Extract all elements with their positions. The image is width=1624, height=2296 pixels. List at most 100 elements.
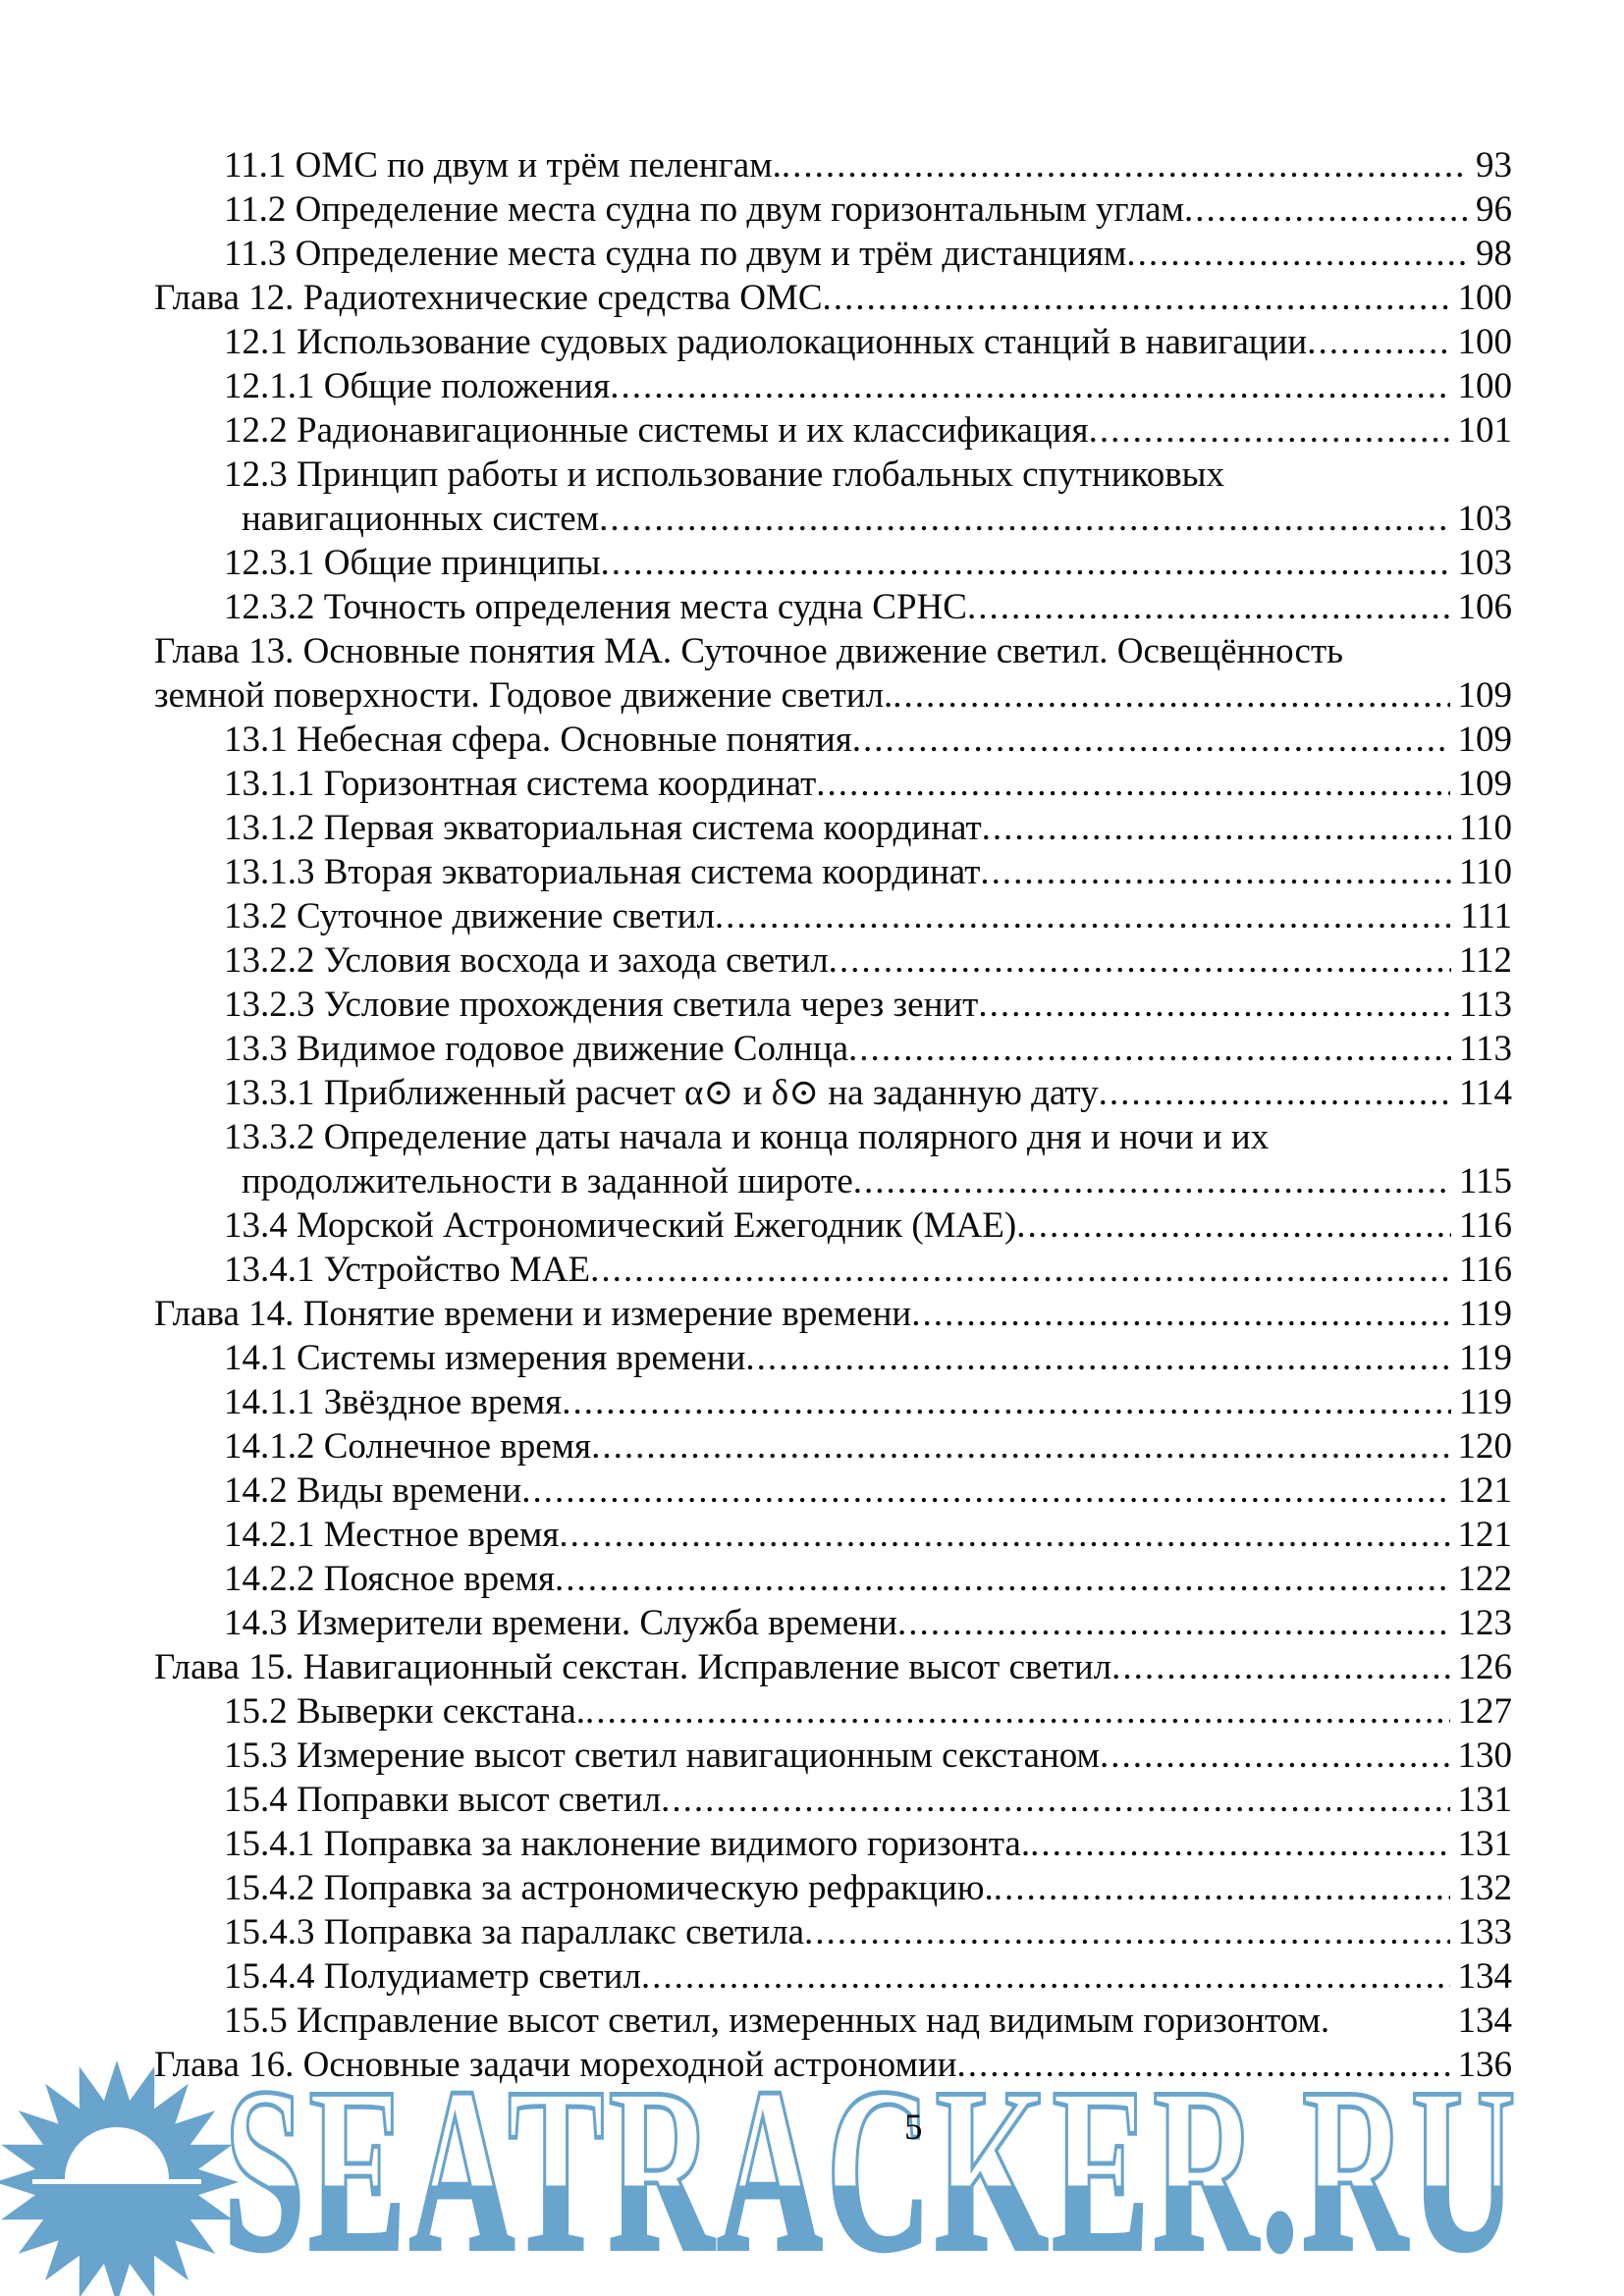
toc-entry-text: Глава 12. Радиотехнические средства ОМС <box>154 278 823 318</box>
toc-page-number: 136 <box>1457 2045 1513 2085</box>
toc-entry-text: 15.4.4 Полудиаметр светил <box>224 1956 641 1997</box>
toc-entry-text: 13.3.2 Определение даты начала и конца п… <box>224 1117 1270 1157</box>
toc-page-number: 109 <box>1457 675 1513 716</box>
toc-entry-text: 13.2.3 Условие прохождения светила через… <box>224 985 979 1025</box>
toc-page-number: 109 <box>1457 764 1513 804</box>
toc-row: 13.4 Морской Астрономический Ежегодник (… <box>224 1203 1512 1248</box>
dot-leader <box>829 938 1451 983</box>
dot-leader <box>848 1027 1451 1071</box>
dot-leader <box>994 1866 1450 1910</box>
toc-entry-text: 13.1 Небесная сфера. Основные понятия <box>224 720 852 760</box>
toc-entry-text: 15.2 Выверки секстана. <box>224 1691 586 1732</box>
toc-entry-text: 12.1.1 Общие положения <box>224 366 611 406</box>
toc-entry-text: навигационных систем <box>242 499 600 539</box>
toc-page-number: 116 <box>1458 1250 1512 1290</box>
toc-page-number: 101 <box>1457 410 1513 451</box>
toc-page-number: 133 <box>1457 1912 1513 1952</box>
toc-row: 14.2.1 Местное время 121 <box>224 1513 1512 1557</box>
dot-leader <box>1307 320 1449 364</box>
toc-page-number: 114 <box>1458 1073 1512 1113</box>
toc-row: 14.1.1 Звёздное время 119 <box>224 1380 1512 1424</box>
toc-entry-text: 14.2 Виды времени <box>224 1470 522 1511</box>
toc-page-number: 113 <box>1458 1029 1512 1069</box>
dot-leader <box>590 1248 1451 1292</box>
toc-entry-text: продолжительности в заданной широте <box>242 1161 853 1201</box>
toc-entry-text: Глава 13. Основные понятия МА. Суточное … <box>154 631 1344 671</box>
dot-leader <box>641 1954 1450 1999</box>
toc-page-number: 122 <box>1457 1559 1513 1599</box>
toc-row: Глава 13. Основные понятия МА. Суточное … <box>154 629 1512 673</box>
dot-leader <box>782 143 1468 187</box>
toc-entry-text: 14.1 Системы измерения времени <box>224 1338 746 1378</box>
toc-page-number: 131 <box>1457 1780 1513 1820</box>
toc-row: 14.1.2 Солнечное время 120 <box>224 1424 1512 1468</box>
toc-entry-text: 14.3 Измерители времени. Служба времени <box>224 1603 897 1643</box>
toc-entry-text: 13.1.3 Вторая экваториальная система коо… <box>224 852 981 892</box>
toc-row: 13.2.3 Условие прохождения светила через… <box>224 983 1512 1027</box>
toc-row: 11.1 ОМС по двум и трём пеленгам. 93 <box>224 143 1512 187</box>
toc-row: 13.2.2 Условия восхода и захода светил 11… <box>224 938 1512 983</box>
toc-entry-text: 15.3 Измерение высот светил навигационны… <box>224 1735 1100 1776</box>
toc-page-number: 110 <box>1458 852 1512 892</box>
toc-page-number: 100 <box>1457 366 1513 406</box>
toc-row: 13.3 Видимое годовое движение Солнца 113 <box>224 1027 1512 1071</box>
toc-page-number: 132 <box>1457 1868 1513 1908</box>
toc-row: 13.1 Небесная сфера. Основные понятия 109 <box>224 718 1512 762</box>
toc-page-number: 100 <box>1457 322 1513 362</box>
toc-page-number: 119 <box>1458 1294 1512 1334</box>
toc-entry-text: 14.1.1 Звёздное время <box>224 1382 563 1422</box>
toc-page-number: 111 <box>1460 896 1512 936</box>
sun-logo-icon <box>0 2060 239 2296</box>
dot-leader <box>1016 1203 1451 1248</box>
toc-page-number: 123 <box>1457 1603 1513 1643</box>
toc-row: 15.4.4 Полудиаметр светил 134 <box>224 1954 1512 1999</box>
toc-page-number: 127 <box>1457 1691 1513 1732</box>
dot-leader <box>823 276 1450 320</box>
toc-page-number: 130 <box>1457 1735 1513 1776</box>
dot-leader <box>745 1336 1450 1380</box>
dot-leader <box>610 364 1449 408</box>
dot-leader <box>521 1468 1449 1513</box>
toc-entry-text: 12.3.2 Точность определения места судна … <box>224 587 967 627</box>
dot-leader <box>600 541 1449 585</box>
toc-row: Глава 14. Понятие времени и измерение вр… <box>154 1292 1512 1336</box>
toc-entry-text: 13.4 Морской Астрономический Ежегодник (… <box>224 1205 1017 1246</box>
dot-leader <box>1184 187 1468 232</box>
toc-row: Глава 16. Основные задачи мореходной аст… <box>154 2043 1512 2087</box>
toc-page-number: 119 <box>1458 1338 1512 1378</box>
toc-row: 15.3 Измерение высот светил навигационны… <box>224 1734 1512 1778</box>
toc-row: 14.2 Виды времени 121 <box>224 1468 1512 1513</box>
toc-entry-text: 12.2 Радионавигационные системы и их кла… <box>224 410 1089 451</box>
dot-leader <box>982 806 1451 850</box>
toc-page-number: 93 <box>1476 145 1512 186</box>
toc-page-number: 134 <box>1457 2001 1513 2041</box>
toc-row: 14.2.2 Поясное время 122 <box>224 1557 1512 1601</box>
dot-leader <box>562 1380 1451 1424</box>
toc-row: 15.5 Исправление высот светил, измеренны… <box>224 1999 1512 2043</box>
toc-entry-text: 11.3 Определение места судна по двум и т… <box>224 234 1127 274</box>
dot-leader <box>853 1159 1451 1203</box>
toc-row: 15.4.2 Поправка за астрономическую рефра… <box>224 1866 1512 1910</box>
dot-leader <box>893 673 1449 718</box>
dot-leader <box>957 2043 1450 2087</box>
dot-leader <box>715 894 1452 938</box>
toc-page-number: 126 <box>1457 1647 1513 1687</box>
toc-row: 13.1.2 Первая экваториальная система коо… <box>224 806 1512 850</box>
toc-entry-text: 14.2.2 Поясное время <box>224 1559 555 1599</box>
toc-entry-text: 11.1 ОМС по двум и трём пеленгам. <box>224 145 782 186</box>
toc-page-number: 120 <box>1457 1426 1513 1467</box>
toc-entry-text: Глава 15. Навигационный секстан. Исправл… <box>154 1647 1112 1687</box>
toc-entry-text: 15.4.1 Поправка за наклонение видимого г… <box>224 1824 1031 1864</box>
toc-entry-text: земной поверхности. Годовое движение све… <box>154 675 893 716</box>
toc-page-number: 115 <box>1458 1161 1512 1201</box>
dot-leader <box>978 983 1451 1027</box>
toc-row: 14.1 Системы измерения времени 119 <box>224 1336 1512 1380</box>
toc-page-number: 116 <box>1458 1205 1512 1246</box>
toc-page-number: 110 <box>1458 808 1512 848</box>
toc-page-number: 96 <box>1476 189 1512 230</box>
toc-row: земной поверхности. Годовое движение све… <box>154 673 1512 718</box>
toc-entry-text: 11.2 Определение места судна по двум гор… <box>224 189 1185 230</box>
toc-page-number: 103 <box>1457 499 1513 539</box>
toc-row: 13.1.1 Горизонтная система координат 109 <box>224 762 1512 806</box>
dot-leader <box>816 762 1449 806</box>
